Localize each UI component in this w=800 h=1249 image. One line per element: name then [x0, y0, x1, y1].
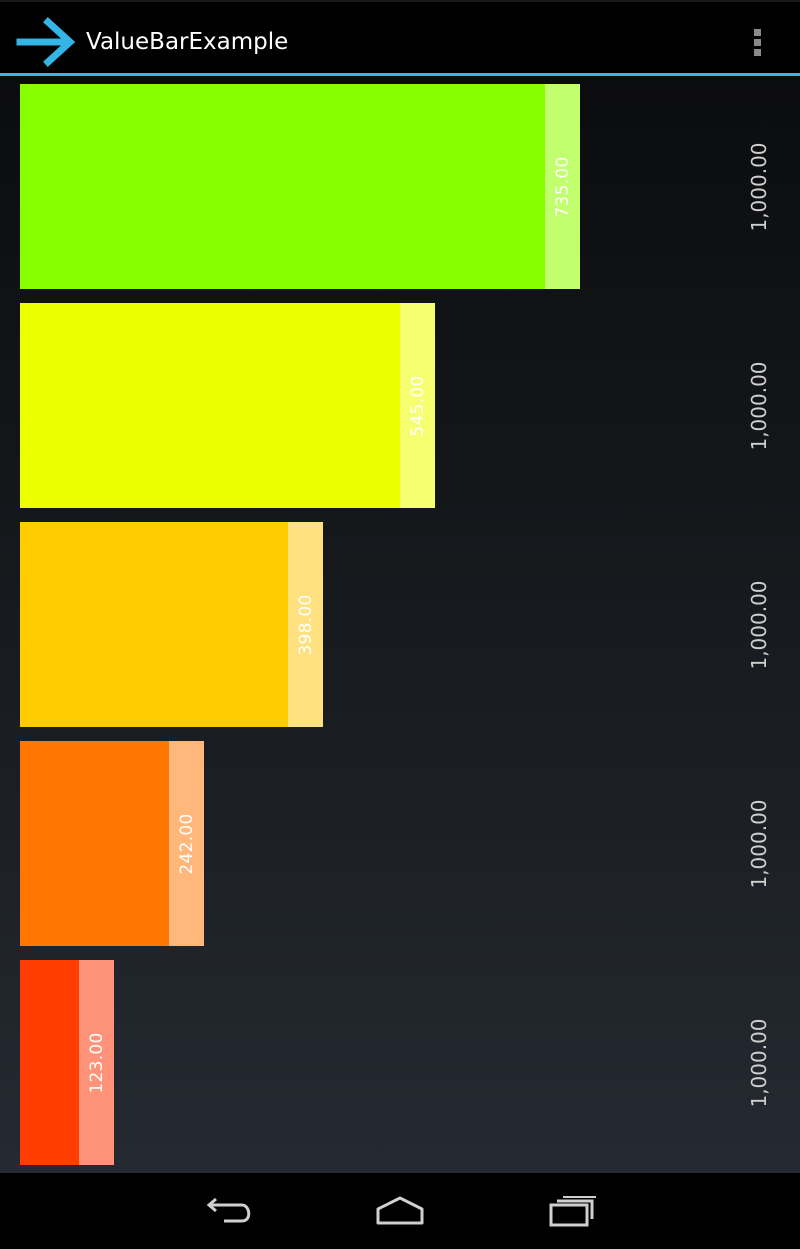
value-bar-fill: [20, 84, 545, 289]
recent-apps-icon[interactable]: [542, 1191, 602, 1231]
value-bar-tip: 735.00: [545, 84, 580, 289]
home-icon[interactable]: [370, 1191, 430, 1231]
value-bar-tip: 123.00: [79, 960, 114, 1165]
forward-arrow-icon[interactable]: [16, 14, 80, 70]
action-bar-divider: [0, 73, 800, 76]
value-bar-label: 735.00: [552, 155, 573, 218]
max-value-text: 1,000.00: [747, 360, 771, 451]
max-value-text: 1,000.00: [747, 1017, 771, 1108]
action-bar: ValueBarExample: [0, 0, 800, 74]
value-bar-label: 242.00: [176, 812, 197, 875]
max-value-label: 1,000.00: [744, 142, 774, 231]
max-value-label: 1,000.00: [744, 361, 774, 450]
value-bar-fill: [20, 303, 400, 508]
max-value-label: 1,000.00: [744, 1018, 774, 1107]
max-value-label: 1,000.00: [744, 799, 774, 888]
max-value-text: 1,000.00: [747, 141, 771, 232]
value-bar-row: 545.00 1,000.00: [20, 303, 780, 508]
value-bar-row: 398.00 1,000.00: [20, 522, 780, 727]
value-bar-row: 123.00 1,000.00: [20, 960, 780, 1165]
value-bar-label: 545.00: [407, 374, 428, 437]
value-bar-fill: [20, 741, 169, 946]
overflow-menu-icon[interactable]: [740, 22, 776, 62]
back-icon[interactable]: [200, 1191, 260, 1231]
max-value-label: 1,000.00: [744, 580, 774, 669]
value-bar-tip: 398.00: [288, 522, 323, 727]
value-bar-label: 398.00: [295, 593, 316, 656]
value-bar-fill: [20, 960, 79, 1165]
value-bar-list: 735.00 1,000.00 545.00 1,000.00 398.00 1,000.…: [0, 76, 800, 1173]
value-bar-tip: 545.00: [400, 303, 435, 508]
max-value-text: 1,000.00: [747, 798, 771, 889]
app-title: ValueBarExample: [86, 29, 289, 55]
value-bar-label: 123.00: [86, 1031, 107, 1094]
value-bar-tip: 242.00: [169, 741, 204, 946]
value-bar-row: 242.00 1,000.00: [20, 741, 780, 946]
value-bar-fill: [20, 522, 288, 727]
value-bar-row: 735.00 1,000.00: [20, 84, 780, 289]
navigation-bar: [0, 1173, 800, 1249]
max-value-text: 1,000.00: [747, 579, 771, 670]
